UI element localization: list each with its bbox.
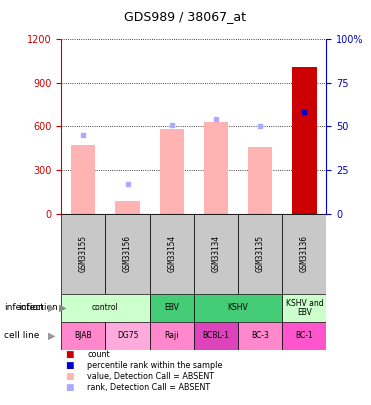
- Bar: [150, 322, 194, 350]
- Text: GSM33134: GSM33134: [211, 235, 220, 273]
- Text: count: count: [87, 350, 110, 358]
- Text: BCBL-1: BCBL-1: [203, 332, 229, 341]
- Bar: [238, 322, 282, 350]
- Bar: [238, 214, 282, 294]
- Text: ▶: ▶: [48, 303, 56, 313]
- Bar: [204, 122, 228, 214]
- Bar: [282, 294, 326, 322]
- Text: GSM33136: GSM33136: [300, 235, 309, 273]
- Bar: [105, 322, 150, 350]
- Text: GSM33156: GSM33156: [123, 235, 132, 273]
- Text: infection: infection: [4, 303, 43, 313]
- Text: BC-3: BC-3: [251, 332, 269, 341]
- Text: control: control: [92, 303, 119, 313]
- Text: ■: ■: [65, 350, 73, 358]
- Text: KSHV: KSHV: [228, 303, 249, 313]
- Text: GSM33154: GSM33154: [167, 235, 176, 273]
- Bar: [61, 214, 105, 294]
- Bar: [248, 147, 272, 214]
- Text: GSM33135: GSM33135: [256, 235, 265, 273]
- Bar: [105, 214, 150, 294]
- Text: GSM33155: GSM33155: [79, 235, 88, 273]
- Text: value, Detection Call = ABSENT: value, Detection Call = ABSENT: [87, 371, 214, 381]
- Bar: [160, 130, 184, 214]
- Bar: [292, 67, 316, 214]
- Bar: [61, 294, 150, 322]
- Bar: [115, 201, 140, 214]
- Bar: [194, 322, 238, 350]
- Bar: [194, 214, 238, 294]
- Text: DG75: DG75: [117, 332, 138, 341]
- Text: infection: infection: [18, 303, 58, 313]
- Text: rank, Detection Call = ABSENT: rank, Detection Call = ABSENT: [87, 383, 210, 392]
- Text: ■: ■: [65, 371, 73, 381]
- Text: GDS989 / 38067_at: GDS989 / 38067_at: [125, 10, 246, 23]
- Text: BJAB: BJAB: [75, 332, 92, 341]
- Text: ■: ■: [65, 360, 73, 369]
- Text: EBV: EBV: [164, 303, 179, 313]
- Text: cell line: cell line: [4, 332, 39, 341]
- Text: BC-1: BC-1: [295, 332, 313, 341]
- Bar: [282, 322, 326, 350]
- Bar: [61, 322, 105, 350]
- Bar: [150, 214, 194, 294]
- Bar: [282, 214, 326, 294]
- Text: KSHV and
EBV: KSHV and EBV: [286, 298, 323, 318]
- Bar: [150, 294, 194, 322]
- Text: ▶: ▶: [48, 331, 56, 341]
- Bar: [194, 294, 282, 322]
- Text: Raji: Raji: [164, 332, 179, 341]
- Text: percentile rank within the sample: percentile rank within the sample: [87, 360, 223, 369]
- Text: ▶: ▶: [59, 303, 67, 313]
- Bar: [71, 145, 95, 214]
- Text: ■: ■: [65, 383, 73, 392]
